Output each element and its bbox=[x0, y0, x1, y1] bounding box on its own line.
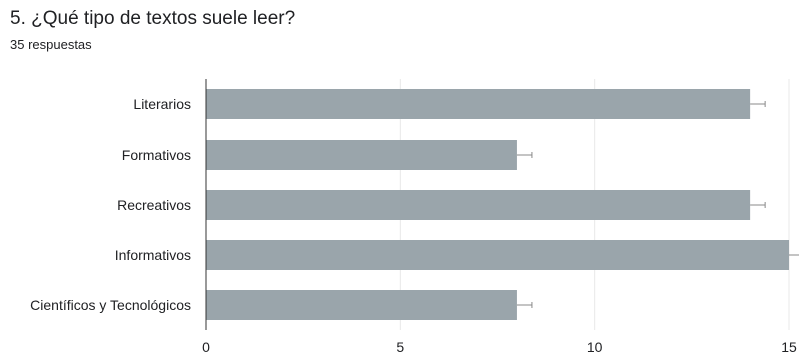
x-tick-label-0: 0 bbox=[202, 339, 210, 354]
question-title: 5. ¿Qué tipo de textos suele leer? bbox=[10, 8, 296, 29]
bar-0 bbox=[206, 89, 751, 119]
x-tick-label-10: 10 bbox=[587, 339, 603, 354]
x-tick-label-5: 5 bbox=[396, 339, 404, 354]
category-label-0: Literarios bbox=[133, 96, 191, 112]
category-label-1: Formativos bbox=[122, 147, 191, 163]
bar-4 bbox=[206, 290, 517, 320]
bar-2 bbox=[206, 190, 751, 220]
category-label-2: Recreativos bbox=[117, 197, 191, 213]
category-label-4: Científicos y Tecnológicos bbox=[30, 297, 191, 313]
category-label-3: Informativos bbox=[115, 247, 191, 263]
bar-3 bbox=[206, 240, 789, 270]
bar-1 bbox=[206, 140, 517, 170]
x-tick-label-15: 15 bbox=[781, 339, 797, 354]
response-count: 35 respuestas bbox=[10, 37, 92, 52]
